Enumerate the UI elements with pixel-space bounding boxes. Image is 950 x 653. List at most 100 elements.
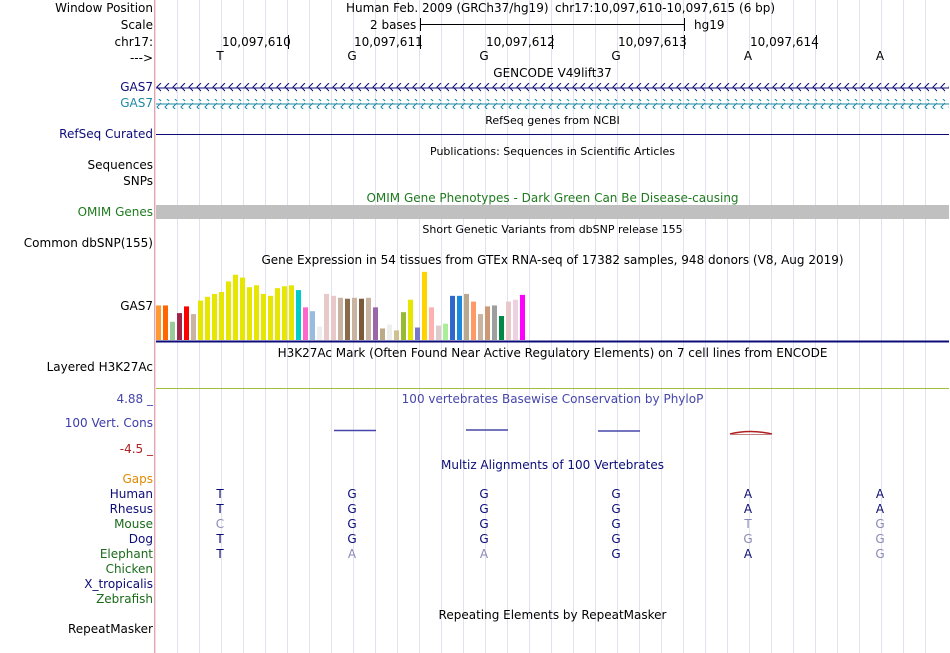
alignment-base-elephant: A [347,547,357,561]
gtex-tissue-bar[interactable] [478,314,483,340]
gtex-tissue-bar[interactable] [226,281,231,340]
ref-base-4: G [611,49,621,63]
gtex-tissue-bar[interactable] [261,293,266,340]
phylop-signal[interactable] [156,424,949,440]
gtex-tissue-bar[interactable] [163,305,168,340]
ref-base-2: G [347,49,357,63]
gtex-tissue-bar[interactable] [464,293,469,340]
gtex-tissue-bar[interactable] [401,312,406,340]
gtex-tissue-bar[interactable] [373,307,378,340]
gtex-tissue-bar[interactable] [282,286,287,340]
grid-line [573,0,574,653]
gtex-tissue-bar[interactable] [471,301,476,340]
repeatmasker-label[interactable]: RepeatMasker [67,622,153,636]
gtex-tissue-bar[interactable] [506,301,511,340]
gtex-tissue-bar[interactable] [317,326,322,340]
species-mouse-label[interactable]: Mouse [114,517,153,531]
gtex-tissue-bar[interactable] [247,287,252,340]
gtex-tissue-bar[interactable] [443,323,448,340]
gaps-label[interactable]: Gaps [122,472,153,486]
gtex-tissue-bar[interactable] [492,305,497,340]
scale-db: hg19 [694,18,725,32]
ruler-pos-3: 10,097,612 [486,35,555,49]
refseq-curated-label[interactable]: RefSeq Curated [59,127,153,141]
gtex-tissue-bar[interactable] [240,277,245,340]
gtex-tissue-bar[interactable] [366,297,371,340]
gtex-tissue-bar[interactable] [436,325,441,340]
gtex-tissue-bar[interactable] [331,295,336,340]
alignment-base-elephant: G [875,547,885,561]
grid-line [309,0,310,653]
omim-genes-label[interactable]: OMIM Genes [77,205,153,219]
alignment-base-human: G [479,487,489,501]
gtex-tissue-bar[interactable] [380,328,385,340]
h3k27ac-signal[interactable] [156,388,949,389]
gencode-genes[interactable] [156,82,949,112]
gtex-tissue-bar[interactable] [156,305,161,340]
gtex-tissue-bar[interactable] [394,330,399,340]
gtex-tissue-bar[interactable] [485,306,490,340]
species-elephant-label[interactable]: Elephant [99,547,153,561]
gtex-tissue-bar[interactable] [429,307,434,340]
gtex-tissue-bar[interactable] [296,290,301,340]
gtex-tissue-bar[interactable] [191,314,196,340]
gtex-tissue-bar[interactable] [212,293,217,340]
gtex-tissue-bar[interactable] [233,274,238,340]
gtex-tissue-bar[interactable] [520,294,525,340]
gtex-tissue-bar[interactable] [310,311,315,340]
gtex-tissue-bar[interactable] [289,285,294,340]
omim-gene-bar[interactable] [156,205,949,219]
gtex-tissue-bar[interactable] [415,327,420,340]
gas7-transcript-2[interactable] [156,99,949,109]
gtex-tissue-bar[interactable] [177,313,182,340]
gtex-tissue-bar[interactable] [359,298,364,340]
species-human-label[interactable]: Human [109,487,153,501]
gtex-tissue-bar[interactable] [499,316,504,340]
gtex-tissue-bar[interactable] [338,297,343,340]
gtex-tissue-bar[interactable] [352,297,357,340]
grid-line [419,0,420,653]
gas7-gencode-label-1[interactable]: GAS7 [120,80,153,94]
multiz-title: Multiz Alignments of 100 Vertebrates [440,458,665,472]
vert-cons-label[interactable]: 100 Vert. Cons [64,416,153,430]
gtex-bar-chart[interactable] [156,268,949,344]
gtex-tissue-bar[interactable] [345,298,350,340]
ruler-tick-1 [288,35,289,49]
gtex-tissue-bar[interactable] [184,306,189,340]
gtex-tissue-bar[interactable] [205,296,210,340]
gtex-tissue-bar[interactable] [219,292,224,340]
grid-line [441,0,442,653]
gtex-tissue-bar[interactable] [268,295,273,340]
gtex-tissue-bar[interactable] [198,300,203,340]
gas7-gencode-label-2[interactable]: GAS7 [120,96,153,110]
alignment-base-mouse: G [875,517,885,531]
gtex-tissue-bar[interactable] [450,295,455,340]
gtex-tissue-bar[interactable] [275,288,280,340]
gtex-tissue-bar[interactable] [513,299,518,340]
gas7-transcript-1[interactable] [156,83,949,93]
gtex-tissue-bar[interactable] [170,321,175,340]
gtex-gene-label[interactable]: GAS7 [120,299,153,313]
species-chicken-label[interactable]: Chicken [105,562,153,576]
species-xtrop-label[interactable]: X_tropicalis [84,577,153,591]
gtex-tissue-bar[interactable] [324,293,329,340]
refseq-title: RefSeq genes from NCBI [485,114,620,127]
gtex-tissue-bar[interactable] [408,299,413,340]
grid-line [287,0,288,653]
dbsnp-label[interactable]: Common dbSNP(155) [23,236,153,250]
gtex-tissue-bar[interactable] [254,285,259,340]
alignment-base-human: A [743,487,753,501]
gtex-tissue-bar[interactable] [422,271,427,340]
species-zebrafish-label[interactable]: Zebrafish [96,592,153,606]
h3k27ac-label[interactable]: Layered H3K27Ac [46,360,153,374]
refseq-gene-line[interactable] [156,134,949,135]
gtex-tissue-bar[interactable] [457,295,462,340]
species-rhesus-label[interactable]: Rhesus [109,502,153,516]
snps-label[interactable]: SNPs [123,174,153,188]
scale-text: 2 bases [370,18,417,32]
assembly-title: Human Feb. 2009 (GRCh37/hg19) [346,1,549,15]
sequences-label[interactable]: Sequences [87,158,153,172]
gtex-tissue-bar[interactable] [303,307,308,340]
species-dog-label[interactable]: Dog [128,532,153,546]
gtex-tissue-bar[interactable] [387,324,392,340]
